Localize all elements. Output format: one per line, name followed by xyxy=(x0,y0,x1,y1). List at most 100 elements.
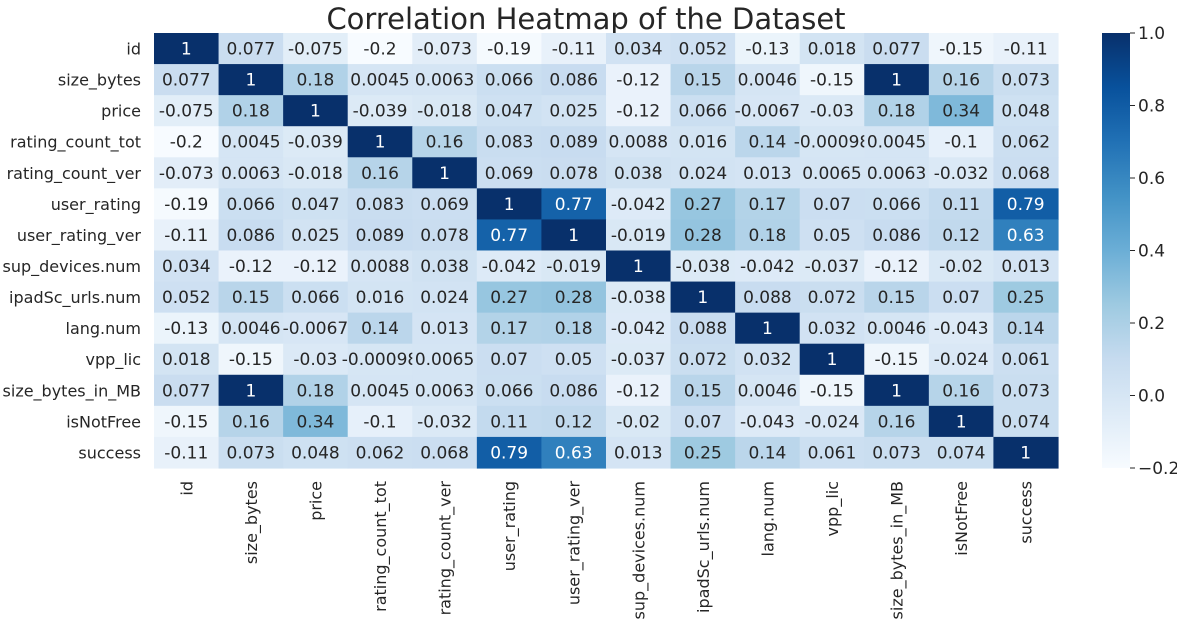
heatmap-cell xyxy=(670,250,736,283)
heatmap-cell-value: 0.14 xyxy=(361,319,399,339)
heatmap-cell xyxy=(541,343,607,376)
heatmap-cell xyxy=(670,312,736,345)
heatmap-cell xyxy=(476,281,543,314)
heatmap-cell-value: 0.013 xyxy=(614,443,663,463)
heatmap-cell xyxy=(799,374,865,407)
heatmap-cell xyxy=(735,219,801,252)
heatmap-cell xyxy=(799,157,865,189)
heatmap-cell-value: 1 xyxy=(891,71,902,91)
heatmap-cell xyxy=(605,157,672,189)
heatmap-cell xyxy=(347,405,413,438)
y-tick-label: price xyxy=(101,102,141,121)
heatmap-cell xyxy=(154,436,220,469)
heatmap-cell xyxy=(993,281,1059,314)
heatmap-cell xyxy=(347,33,413,65)
heatmap-cell-value: 1 xyxy=(762,319,773,339)
heatmap-cell xyxy=(347,188,413,221)
heatmap-cell xyxy=(154,95,220,127)
heatmap-cell xyxy=(476,436,543,469)
heatmap-cell xyxy=(799,436,865,469)
heatmap-cell xyxy=(928,250,995,283)
x-tick-label: user_rating_ver xyxy=(565,481,585,606)
heatmap-cell-value: 0.05 xyxy=(555,350,593,370)
heatmap-cell xyxy=(476,33,543,65)
heatmap-cell-value: -0.00098 xyxy=(342,350,418,370)
heatmap-cell xyxy=(476,374,543,407)
heatmap-cell xyxy=(928,188,995,221)
heatmap-cell xyxy=(605,312,672,345)
colorbar-tick-label: 0.8 xyxy=(1138,97,1165,117)
heatmap-cell xyxy=(799,343,865,376)
heatmap-cell xyxy=(541,157,607,189)
heatmap-cell-value: -0.073 xyxy=(417,40,472,60)
heatmap-cell xyxy=(864,188,930,221)
heatmap-cell-value: 0.63 xyxy=(555,443,593,463)
heatmap-cell xyxy=(412,219,478,252)
heatmap-cell-value: 0.0063 xyxy=(415,381,474,401)
heatmap-cell-value: 0.17 xyxy=(490,319,528,339)
heatmap-cell xyxy=(735,250,801,283)
y-tick-label: vpp_lic xyxy=(86,350,141,370)
heatmap-cell xyxy=(412,343,478,376)
heatmap-cell-value: 0.18 xyxy=(296,381,334,401)
y-tick-label: id xyxy=(126,40,141,59)
heatmap-cell xyxy=(476,188,543,221)
heatmap-cell xyxy=(541,33,607,65)
heatmap-cell-value: 1 xyxy=(439,164,450,184)
heatmap-cell xyxy=(993,374,1059,407)
heatmap-cell-value: 1 xyxy=(891,381,902,401)
heatmap-cell-value: 0.25 xyxy=(1007,288,1045,308)
heatmap-cell-value: -0.042 xyxy=(482,257,537,277)
heatmap-cell xyxy=(154,64,220,96)
heatmap-cell-value: -0.02 xyxy=(939,257,983,277)
heatmap-cell xyxy=(605,436,672,469)
heatmap-cell-value: 0.12 xyxy=(555,412,593,432)
heatmap-cell xyxy=(154,405,220,438)
heatmap-cell xyxy=(283,281,349,314)
heatmap-cell-value: -0.12 xyxy=(616,381,660,401)
heatmap-cell-value: 0.052 xyxy=(679,40,728,60)
heatmap-cell xyxy=(993,405,1059,438)
heatmap-cell-value: -0.12 xyxy=(293,257,337,277)
heatmap-cell xyxy=(928,436,995,469)
y-tick-label: rating_count_tot xyxy=(10,133,141,153)
heatmap-cell-value: -0.037 xyxy=(805,257,860,277)
heatmap-cell xyxy=(347,126,413,158)
heatmap-cell-value: 0.16 xyxy=(942,381,980,401)
heatmap-cell xyxy=(864,33,930,65)
heatmap-cell-value: -0.037 xyxy=(611,350,666,370)
heatmap-cell xyxy=(670,436,736,469)
heatmap-cell-value: 0.12 xyxy=(942,226,980,246)
heatmap-cell xyxy=(218,405,284,438)
heatmap-cell-value: 0.0046 xyxy=(221,319,280,339)
heatmap-cell xyxy=(218,219,284,252)
y-tick-label: size_bytes xyxy=(58,71,141,91)
heatmap-cell-value: 0.086 xyxy=(227,226,276,246)
heatmap-cell xyxy=(799,250,865,283)
heatmap-cell-value: 0.073 xyxy=(227,443,276,463)
heatmap-cell xyxy=(476,219,543,252)
heatmap-cell-value: 0.018 xyxy=(808,40,857,60)
heatmap-cell-value: 0.073 xyxy=(1001,71,1050,91)
heatmap-cell xyxy=(993,312,1059,345)
heatmap-cell xyxy=(154,157,220,189)
heatmap-cell xyxy=(283,188,349,221)
heatmap-cell-value: 0.074 xyxy=(937,443,986,463)
heatmap-cell-value: 0.0088 xyxy=(609,133,668,153)
heatmap-cell xyxy=(605,95,672,127)
heatmap-cell xyxy=(735,405,801,438)
heatmap-cell xyxy=(928,405,995,438)
heatmap-cell xyxy=(993,250,1059,283)
heatmap-cell-value: -0.018 xyxy=(288,164,343,184)
heatmap-cell-value: 0.066 xyxy=(227,195,276,215)
heatmap-cell-value: 0.074 xyxy=(1001,412,1050,432)
heatmap-cell-value: 0.073 xyxy=(1001,381,1050,401)
heatmap-cell xyxy=(670,188,736,221)
heatmap-cell-value: 0.07 xyxy=(942,288,980,308)
heatmap-cell-value: -0.032 xyxy=(934,164,989,184)
heatmap-cell-value: 1 xyxy=(310,102,321,122)
y-tick-label: success xyxy=(78,443,141,462)
heatmap-cell xyxy=(412,95,478,127)
heatmap-cell xyxy=(735,33,801,65)
